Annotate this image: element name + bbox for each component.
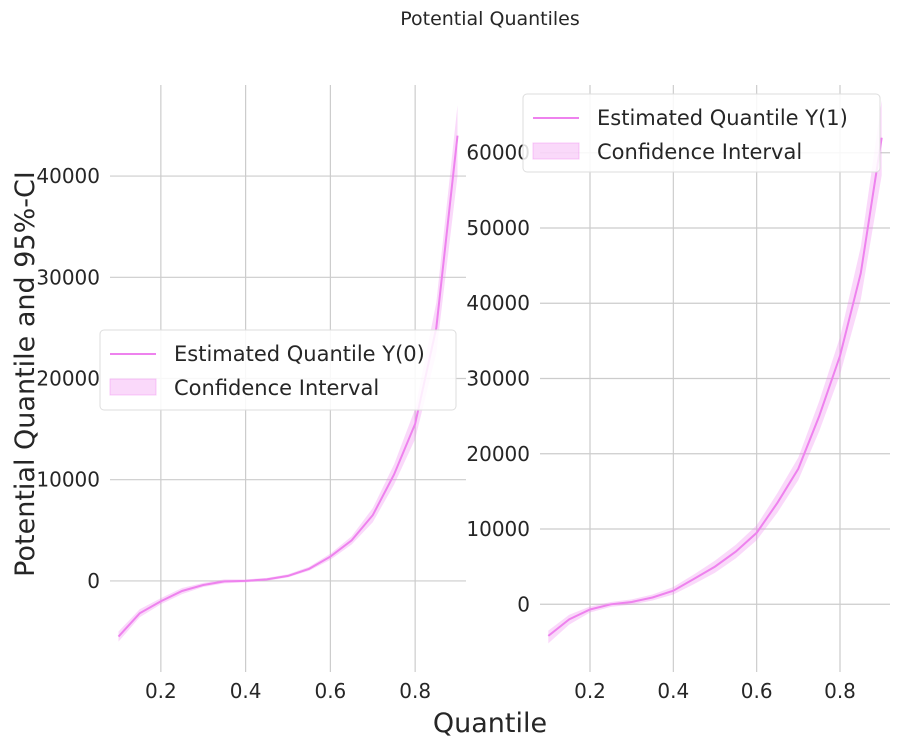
y-tick-label: 40000: [36, 164, 100, 188]
figure-title: Potential Quantiles: [400, 8, 580, 30]
legend-box: [99, 329, 457, 411]
legend-entry-label: Estimated Quantile Y(0): [174, 342, 425, 366]
x-tick-label: 0.6: [314, 679, 346, 703]
y-tick-label: 10000: [466, 517, 530, 541]
y-axis-label: Potential Quantile and 95%-CI: [10, 171, 41, 577]
y-tick-label: 20000: [466, 442, 530, 466]
y-tick-label: 30000: [36, 265, 100, 289]
x-tick-label: 0.2: [145, 679, 177, 703]
legend: Estimated Quantile Y(0) Confidence Interv…: [99, 329, 457, 411]
confidence-band: [548, 100, 882, 644]
x-tick-label: 0.4: [230, 679, 262, 703]
y-tick-label: 20000: [36, 367, 100, 391]
y-tick-label: 0: [517, 592, 530, 616]
legend-entry-label: Estimated Quantile Y(1): [597, 106, 848, 130]
x-tick-label: 0.2: [574, 679, 606, 703]
legend-band-swatch: [532, 142, 580, 160]
legend-box: [522, 93, 881, 173]
y-tick-label: 0: [87, 569, 100, 593]
y-tick-label: 10000: [36, 468, 100, 492]
legend-entry-label: Confidence Interval: [174, 376, 379, 400]
legend: Estimated Quantile Y(1) Confidence Interv…: [522, 93, 881, 173]
x-tick-label: 0.6: [741, 679, 773, 703]
legend-band-swatch: [109, 378, 157, 396]
x-tick-label: 0.8: [824, 679, 856, 703]
y-tick-label: 40000: [466, 291, 530, 315]
y-tick-label: 60000: [466, 141, 530, 165]
y-tick-label: 30000: [466, 367, 530, 391]
legend-entry-label: Confidence Interval: [597, 140, 802, 164]
left-plot: 0.2 0.4 0.6 0.8 0 10000 20000 30000 40000 Estimat…: [36, 85, 466, 703]
series-line: [547, 137, 883, 637]
x-tick-label: 0.8: [399, 679, 431, 703]
x-axis-label: Quantile: [433, 708, 547, 739]
x-tick-label: 0.4: [657, 679, 689, 703]
series-line: [117, 135, 459, 638]
y-tick-label: 50000: [466, 216, 530, 240]
right-plot: 0.2 0.4 0.6 0.8 0 10000 20000 30000 40000 50000 60…: [466, 85, 890, 703]
